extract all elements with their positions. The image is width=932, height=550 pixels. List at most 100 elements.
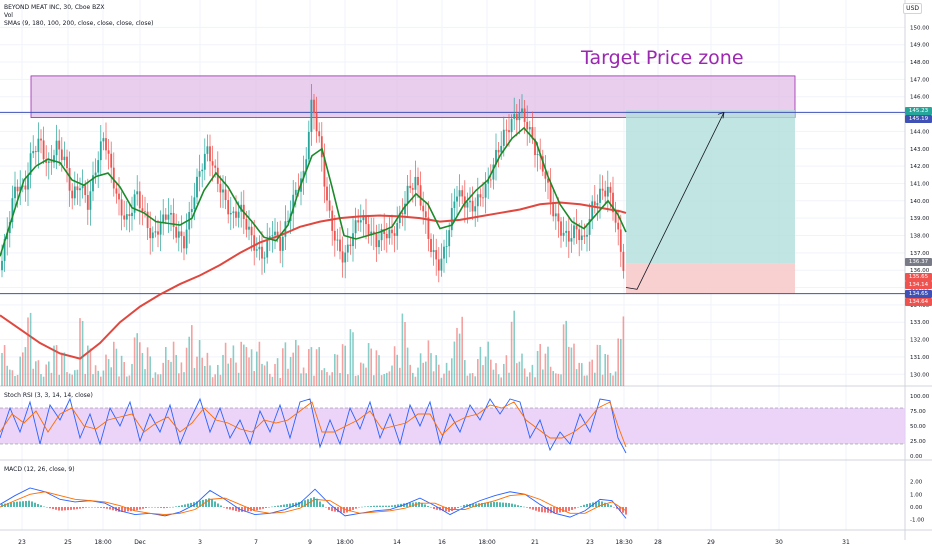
candle-body — [484, 183, 487, 198]
candle-body — [471, 200, 474, 212]
candle-body — [81, 185, 84, 189]
volume-bar — [222, 354, 224, 386]
candle-body — [575, 225, 578, 230]
candle-body — [619, 229, 622, 252]
volume-bar — [318, 347, 320, 386]
candle-body — [404, 203, 406, 215]
candle-body — [487, 179, 490, 184]
volume-bar — [607, 354, 609, 386]
candle-body — [346, 244, 349, 253]
macd-histogram-bar — [613, 506, 615, 508]
volume-bar — [53, 345, 55, 386]
volume-bar — [295, 339, 297, 386]
candle-body — [606, 186, 609, 197]
volume-bar — [484, 356, 487, 386]
volume-bar — [141, 352, 144, 386]
price-tick-label: 141.00 — [910, 181, 930, 187]
volume-bar — [154, 372, 157, 386]
macd-histogram-bar — [604, 502, 606, 507]
candle-body — [552, 202, 555, 217]
macd-histogram-bar — [283, 504, 285, 507]
volume-bar — [500, 377, 502, 386]
sma-legend[interactable]: SMAs (9, 180, 100, 200, close, close, cl… — [4, 20, 154, 27]
volume-bar — [224, 342, 227, 386]
macd-histogram-bar — [133, 506, 135, 511]
symbol-legend[interactable]: BEYOND MEAT INC, 30, Cboe BZX — [4, 4, 105, 11]
volume-bar — [253, 371, 255, 386]
candle-body — [565, 230, 568, 233]
macd-legend[interactable]: MACD (12, 26, close, 9) — [4, 466, 75, 473]
volume-bar — [435, 355, 437, 386]
candle-body — [89, 191, 92, 210]
macd-histogram-bar — [352, 506, 354, 510]
candle-body — [133, 194, 136, 213]
macd-histogram-bar — [316, 498, 318, 507]
macd-histogram-bar — [379, 505, 381, 507]
macd-histogram-bar — [490, 502, 492, 507]
macd-histogram-bar — [232, 506, 234, 511]
volume-bar — [542, 369, 544, 386]
candle-body — [237, 211, 240, 218]
candle-body — [42, 140, 45, 160]
stoch-rsi-tick-label: 100.00 — [910, 394, 930, 400]
macd-histogram-bar — [520, 505, 522, 507]
vol-legend[interactable]: Vol — [4, 12, 13, 19]
candle-body — [50, 161, 53, 163]
macd-histogram-bar — [124, 506, 126, 512]
volume-bar — [544, 353, 547, 386]
candle-body — [271, 235, 274, 237]
volume-bar — [276, 358, 279, 386]
stoch-rsi-tick-label: 25.00 — [910, 439, 926, 445]
macd-histogram-bar — [430, 506, 432, 508]
macd-histogram-bar — [46, 506, 48, 508]
volume-bar — [110, 367, 112, 386]
volume-bar — [581, 363, 583, 386]
volume-bar — [42, 376, 45, 386]
volume-bar — [185, 347, 188, 386]
candle-body — [279, 236, 282, 251]
time-tick-label: 30 — [775, 539, 783, 546]
macd-histogram-bar — [199, 500, 201, 507]
candle-body — [34, 151, 37, 153]
price-tick-label: 130.00 — [910, 372, 930, 378]
price-tick-label: 138.00 — [910, 233, 930, 239]
volume-bar — [599, 344, 601, 386]
time-axis[interactable]: 23 25 18:00 Dec 3 7 9 18:00 14 16 18:00 21 23 18:30 28… — [18, 539, 850, 546]
candle-body — [287, 221, 289, 222]
volume-bar — [167, 359, 170, 386]
volume-bar — [474, 376, 476, 386]
volume-bar — [518, 361, 521, 386]
price-tick-label: 132.00 — [910, 338, 930, 344]
candle-body — [198, 171, 201, 177]
price-label-2: 136.37 — [905, 258, 932, 266]
macd-histogram-bar — [13, 502, 15, 507]
stoch-rsi-legend[interactable]: Stoch RSI (3, 3, 14, 14, close) — [4, 392, 93, 399]
candle-body — [450, 208, 453, 231]
macd-histogram-bar — [397, 504, 399, 507]
candle-body — [601, 188, 604, 191]
macd-histogram-bar — [598, 500, 600, 507]
candle-body — [510, 118, 513, 133]
candle-body — [292, 194, 295, 214]
volume-bar — [534, 377, 536, 386]
volume-bar — [622, 316, 625, 386]
volume-bar — [477, 359, 479, 386]
candle-body — [596, 202, 599, 206]
macd-signal-line — [0, 491, 627, 516]
volume-bar — [344, 345, 346, 386]
price-tick-label: 147.00 — [910, 77, 930, 83]
candle-body — [411, 188, 414, 190]
currency-button[interactable]: USD — [903, 3, 922, 14]
macd-histogram-bar — [109, 506, 111, 510]
volume-bar — [604, 353, 606, 386]
candle-body — [146, 211, 149, 229]
candle-body — [177, 231, 180, 238]
candle-body — [211, 161, 214, 166]
volume-bar — [562, 324, 565, 386]
macd-histogram-bar — [331, 506, 333, 512]
candle-body — [219, 183, 222, 193]
candle-body — [203, 153, 206, 170]
volume-bar — [510, 321, 513, 386]
macd-histogram-bar — [559, 506, 561, 513]
